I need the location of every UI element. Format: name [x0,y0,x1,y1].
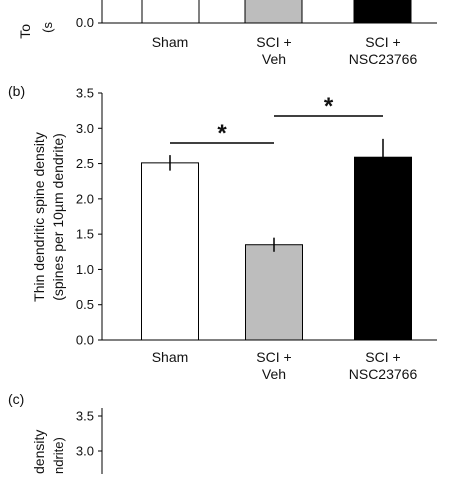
panel-a-ylabel-fragment: To [17,24,33,39]
panel-b-ytick-label-0: 0.0 [76,333,94,348]
panel-a-bar-sci-veh [244,0,303,24]
panel-b-label: (b) [8,83,25,99]
panel-b-xlabel-1: SCI + Veh [256,349,291,382]
panel-a-xlabel-2: SCI + NSC23766 [349,34,418,67]
panel-b-ylabel-line2: (spines per 10µm dendrite) [50,133,66,301]
panel-b-xlabel-0: Sham [152,349,189,365]
panel-a: To (s 0.0 Sham SCI + Veh SCI + NSC23766 [17,0,437,67]
panel-b-ytick-label-4: 2.0 [76,191,94,206]
panel-c-ylabel-fragment: density [31,430,47,474]
panel-b-xlabel-2: SCI + NSC23766 [349,349,418,382]
panel-b-ytick-label-3: 1.5 [76,227,94,242]
panel-b-bar-0 [141,162,199,341]
panel-a-xlabel-0: Sham [152,34,189,50]
panel-b-bar-2 [354,156,412,341]
panel-a-ytick-0: 0.0 [76,15,94,30]
panel-b-ytick-label-7: 3.5 [76,86,94,101]
panel-c-label: (c) [8,391,24,407]
panel-b-ytick-label-2: 1.0 [76,262,94,277]
panel-b-ytick-label-1: 0.5 [76,297,94,312]
panel-b-ylabel-line1: Thin dendritic spine density [31,132,47,302]
panel-b: (b) Thin dendritic spine density (spines… [8,83,437,382]
panel-c-ytick-label-0: 3.0 [76,444,94,459]
panel-b-significance-star-1: * [324,93,334,120]
panel-a-ylabel-paren-fragment: (s [40,22,55,33]
panel-a-bar-sci-nsc [353,0,412,24]
panel-b-significance-star-0: * [217,120,227,147]
panel-b-bar-1 [245,244,303,341]
panel-a-bar-sham [141,0,200,24]
panel-b-ytick-label-5: 2.5 [76,156,94,171]
panel-c-ylabel-paren-fragment: ndrite) [51,437,66,474]
panel-a-xlabel-1: SCI + Veh [256,34,291,67]
panel-b-ytick-label-6: 3.0 [76,121,94,136]
panel-c: (c) density ndrite) 3.0 3.5 [8,391,103,474]
panel-c-ytick-label-1: 3.5 [76,409,94,424]
